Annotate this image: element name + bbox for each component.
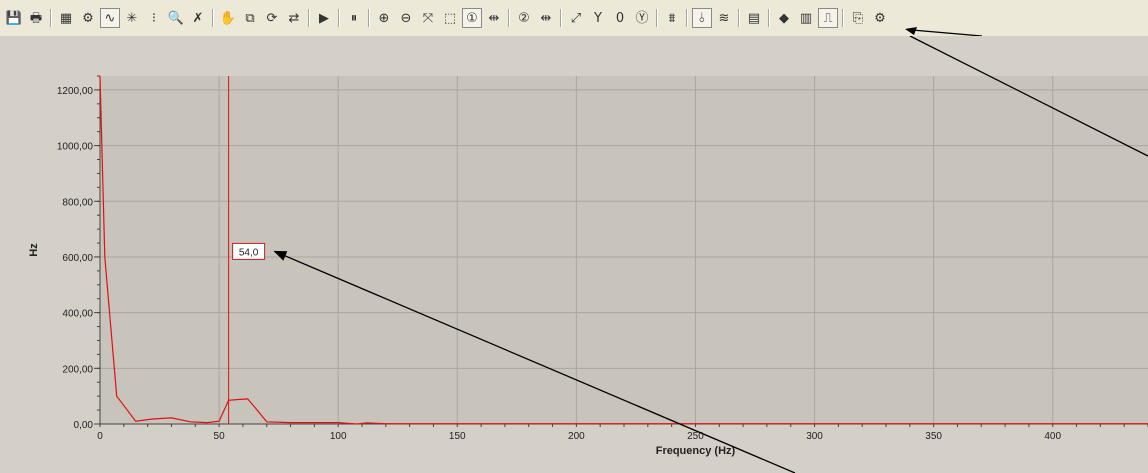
toolbar-separator (686, 9, 688, 27)
x-tick-label: 50 (214, 431, 226, 442)
y-tick-label: 400,00 (62, 309, 93, 320)
zoom-fit-icon[interactable]: ⤧ (422, 10, 434, 26)
spectrum-line (99, 75, 1148, 425)
pause-icon[interactable]: ⏸ (350, 10, 358, 26)
toolbar-separator (308, 9, 310, 27)
toolbar-separator (768, 9, 770, 27)
annotation-arrowhead-toolbar (905, 27, 917, 35)
cursor-delta-icon[interactable]: ⇹ (540, 10, 552, 26)
cursor-label: 54,0 (239, 247, 259, 258)
toolbar-separator (368, 9, 370, 27)
report-icon[interactable]: ▤ (747, 10, 761, 26)
toolbar-separator (508, 9, 510, 27)
annotation-arrow-cursor (273, 250, 796, 473)
play-icon[interactable]: ▶ (319, 10, 329, 26)
points-icon[interactable]: ⁝ (151, 10, 157, 26)
x-tick-label: 200 (568, 431, 585, 442)
y-axis-icon[interactable]: Y (594, 10, 602, 26)
refresh-icon[interactable]: ⟳ (266, 10, 278, 26)
x-tick-label: 300 (806, 431, 823, 442)
plot-background (100, 76, 1148, 424)
spectrum-chart[interactable]: 0 50 100 150 200 250 300 350 400 0,00 200,00 400,00… (0, 36, 1148, 473)
annotation-arrow-toolbar (909, 36, 1148, 157)
offset-icon[interactable]: 0 (615, 10, 625, 26)
scale-icon[interactable]: ⤢ (570, 10, 582, 26)
y-tick-label: 1000,00 (57, 142, 94, 153)
x-tick-label: 150 (449, 431, 466, 442)
y-tick-label: 0,00 (74, 420, 94, 431)
gear-icon[interactable]: ⚙ (82, 10, 94, 26)
save-icon[interactable]: 💾 (5, 10, 23, 26)
y-tick-label: 800,00 (62, 197, 93, 208)
toolbar-separator (338, 9, 340, 27)
zoom-in-icon[interactable]: ⊕ (378, 10, 390, 26)
calendar-icon[interactable]: ▦ (59, 10, 73, 26)
x-tick-label: 350 (925, 431, 942, 442)
toolbar-separator (656, 9, 658, 27)
toolbar: 💾 🖶 ▦ ⚙ ∿ ✳ ⁝ 🔍 ✗ ✋ ⧉ ⟳ ⇄ ▶ ⏸ ⊕ ⊖ ⤧ ⬚ ① ⇹ ② ⇹ ⤢ Y 0 Ⓨ ⩩ ⫰ ≋ ▤ ◆ ▥ ⎍ ⎘ ⚙ (0, 0, 1148, 37)
cursor-2-icon[interactable]: ② (518, 10, 530, 26)
x-tick-label: 400 (1044, 431, 1061, 442)
toolbar-separator (738, 9, 740, 27)
zoom-out-icon[interactable]: ⊖ (400, 10, 412, 26)
step-icon[interactable]: ⎍ (818, 8, 838, 28)
magnify-icon[interactable]: 🔍 (167, 10, 185, 26)
x-minor-ticks (99, 424, 1148, 427)
toolbar-separator (842, 9, 844, 27)
x-tick-label: 0 (97, 431, 103, 442)
curve-select-icon[interactable]: ∿ (100, 8, 120, 28)
properties-icon[interactable]: ⎘ (852, 10, 864, 26)
toolbar-separator (212, 9, 214, 27)
y-axis-title: Hz (28, 243, 40, 257)
dots-icon[interactable]: ◆ (779, 10, 789, 26)
x-axis-title: Frequency (Hz) (656, 445, 736, 457)
hand-icon[interactable]: ✋ (219, 10, 237, 26)
y-tick-label: 1200,00 (57, 86, 94, 97)
toolbar-separator (560, 9, 562, 27)
spark-icon[interactable]: ✳ (126, 10, 138, 26)
copy-icon[interactable]: ⧉ (245, 10, 255, 26)
y-circle-icon[interactable]: Ⓨ (635, 10, 649, 26)
compare-icon[interactable]: ≋ (718, 10, 730, 26)
x-tick-label: 250 (687, 431, 704, 442)
grid-icon[interactable]: ▥ (799, 10, 813, 26)
cursor-spread-icon[interactable]: ⇹ (488, 10, 500, 26)
cursor-1-icon[interactable]: ① (462, 8, 482, 28)
cursor-label-box (232, 242, 266, 260)
marker-icon[interactable]: ✗ (192, 10, 204, 26)
x-tick-label: 100 (330, 431, 347, 442)
spectrum-icon[interactable]: ⩩ (668, 10, 676, 26)
y-tick-label: 200,00 (62, 364, 93, 375)
toolbar-separator (50, 9, 52, 27)
peak-icon[interactable]: ⫰ (692, 8, 712, 28)
y-tick-label: 600,00 (62, 253, 93, 264)
settings-icon[interactable]: ⚙ (874, 10, 886, 26)
print-icon[interactable]: 🖶 (29, 10, 43, 26)
export-icon[interactable]: ⇄ (288, 10, 300, 26)
plot-area[interactable]: 0 50 100 150 200 250 300 350 400 0,00 200,00 400,00… (0, 36, 1148, 473)
zoom-box-icon[interactable]: ⬚ (443, 10, 457, 26)
